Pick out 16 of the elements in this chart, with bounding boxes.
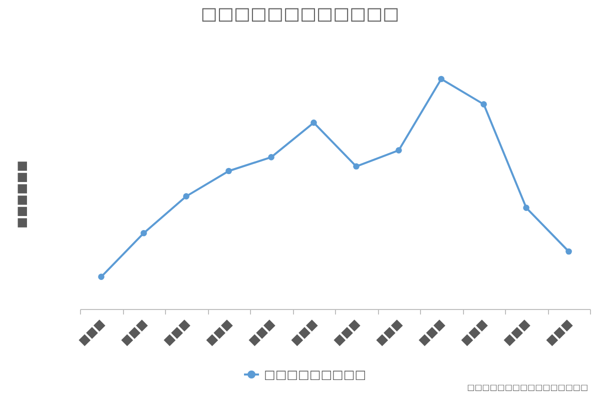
point [438, 76, 444, 82]
point [396, 147, 402, 154]
legend-label: □□□□□□□□□ [264, 368, 366, 382]
point [226, 168, 232, 174]
text: □□□□□□□□□□□□□□□□ [467, 383, 588, 392]
chart-title: □□□□□□□□□□□□ [200, 4, 400, 24]
point [480, 101, 487, 108]
point [353, 163, 360, 170]
point [140, 230, 147, 236]
point [98, 274, 104, 280]
point [523, 204, 530, 211]
y-axis-title: ■■■■■■ [14, 160, 28, 229]
point [183, 193, 190, 200]
point [310, 120, 317, 126]
point [268, 154, 274, 160]
point [566, 248, 572, 255]
